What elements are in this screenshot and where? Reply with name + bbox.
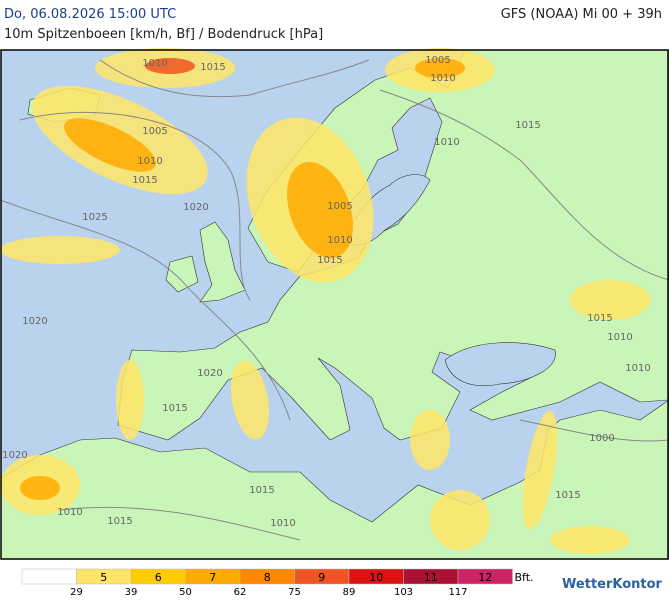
isobar-label: 1010 [625,363,650,374]
gust-area [0,236,120,264]
isobar-label: 1015 [555,490,580,501]
isobar-label: 1010 [142,58,167,69]
kmh-label: 75 [288,587,301,598]
isobar-label: 1020 [197,368,222,379]
isobar-label: 1010 [137,156,162,167]
beaufort-label: 5 [100,571,107,584]
legend-swatch [457,568,513,585]
isobar [59,506,301,541]
isobar-label: 1015 [587,313,612,324]
isobar-label: 1020 [2,450,27,461]
kmh-label: 117 [448,587,467,598]
land-britain [199,221,246,303]
gust-area [64,118,156,172]
isobar-label: 1010 [430,73,455,84]
isobar-label: 1005 [327,201,352,212]
beaufort-label: 10 [369,571,383,584]
map-area: 1010 1015 1005 1010 1015 1020 1025 1020 1020 1015… [0,48,669,560]
gust-area [430,490,490,550]
isobar-label: 1015 [107,516,132,527]
isobar-label: 1025 [82,212,107,223]
isobar-label: 1015 [200,62,225,73]
gust-area [287,161,353,259]
gust-area [410,410,450,470]
gust-area [145,58,195,74]
kmh-label: 62 [234,587,247,598]
isobar-label: 1010 [327,235,352,246]
isobar-label: 1015 [515,120,540,131]
beaufort-label: 11 [424,571,438,584]
kmh-label: 103 [394,587,413,598]
black-sea [444,342,556,386]
isobar-label: 1020 [22,316,47,327]
isobar-label: 1005 [425,55,450,66]
isobar-label: 1005 [142,126,167,137]
isobar-label: 1010 [607,332,632,343]
gust-area [415,58,465,78]
isobar [99,59,370,98]
isobar [19,111,251,301]
model-run: GFS (NOAA) Mi 00 + 39h [501,7,662,22]
beaufort-label: 12 [478,571,492,584]
kmh-label: 89 [343,587,356,598]
datetime: Do, 06.08.2026 15:00 UTC [4,7,176,22]
beaufort-label: 6 [155,571,162,584]
gust-area [570,280,650,320]
kmh-label: 39 [125,587,138,598]
logo: WetterKontor [562,577,663,592]
beaufort-label: 7 [209,571,216,584]
legend-swatch [21,568,77,585]
isobar [379,89,669,281]
isobar-label: 1020 [183,202,208,213]
isobar-label: 1015 [162,403,187,414]
beaufort-label: 9 [318,571,325,584]
isobar-label: 1015 [132,175,157,186]
isobar-label: 1015 [249,485,274,496]
isobar-label: 1010 [434,137,459,148]
gust-area [230,360,270,440]
map-frame [0,49,669,560]
beaufort-label: 8 [264,571,271,584]
isobar [0,199,291,421]
isobar-label: 1010 [270,518,295,529]
kmh-label: 50 [179,587,192,598]
gust-area [116,360,144,440]
isobar-label: 1015 [317,255,342,266]
map-title: 10m Spitzenboeen [km/h, Bf] / Bodendruck… [4,27,323,42]
isobar-label: 1000 [589,433,614,444]
isobar [519,419,669,442]
gust-area [20,476,60,500]
unit-label: Bft. [515,571,534,584]
gust-area [550,526,630,554]
gust-area [522,410,558,530]
isobar-label: 1010 [57,507,82,518]
kmh-label: 29 [70,587,83,598]
